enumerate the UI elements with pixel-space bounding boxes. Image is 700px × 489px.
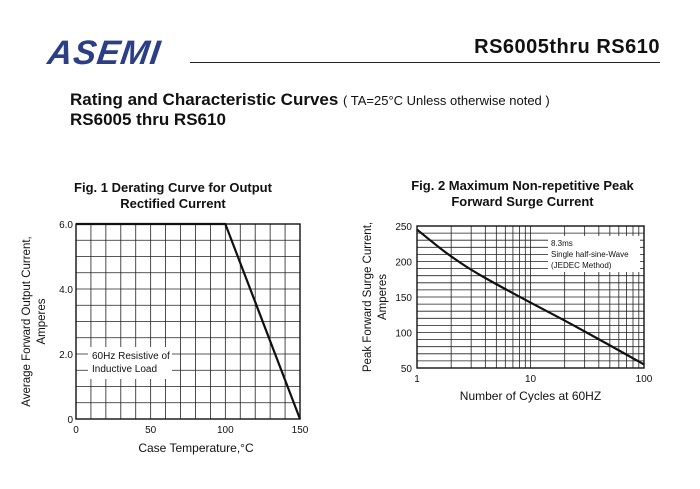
fig1-y-tick-label: 2.0 xyxy=(59,350,73,361)
fig2-series-line xyxy=(416,228,645,366)
fig1-y-tick-label: 4.0 xyxy=(59,285,73,296)
heading-text: Rating and Characteristic Curves xyxy=(70,90,339,109)
fig1-x-tick-label: 100 xyxy=(217,425,234,436)
fig1-x-axis-label: Case Temperature,°C xyxy=(138,441,254,455)
section-heading: Rating and Characteristic Curves ( TA=25… xyxy=(70,90,550,110)
logo-rule xyxy=(190,62,660,63)
fig2-title: Fig. 2 Maximum Non-repetitive Peak Forwa… xyxy=(411,178,634,209)
fig2-plot-frame xyxy=(416,225,645,369)
fig1-x-tick-label: 150 xyxy=(292,425,309,436)
fig2-y-tick-label: 250 xyxy=(395,222,412,233)
fig2-x-tick-label: 10 xyxy=(525,374,537,385)
fig2-x-axis-label: Number of Cycles at 60HZ xyxy=(460,389,601,403)
fig2-y-tick-label: 100 xyxy=(395,329,412,340)
fig1-annotation-bg xyxy=(88,347,172,379)
fig1-title: Fig. 1 Derating Curve for Output Rectifi… xyxy=(74,180,272,211)
fig2-x-tick-label: 100 xyxy=(636,374,653,385)
fig1-y-axis-label: Amperes xyxy=(36,298,48,344)
fig2-y-tick-label: 200 xyxy=(395,258,412,269)
fig2-annotation-line: Single half-sine-Wave xyxy=(551,250,629,259)
fig1-x-tick-label: 0 xyxy=(73,425,79,436)
fig2-x-tick-label: 1 xyxy=(414,374,420,385)
fig2-annotation-line: (JEDEC Method) xyxy=(551,261,612,270)
fig2-y-tick-label: 150 xyxy=(395,293,412,304)
fig2-annotation-bg xyxy=(548,236,640,272)
document-title: RS6005thru RS610 xyxy=(474,36,660,58)
fig1-y-tick-label: 6.0 xyxy=(59,220,73,231)
fig1-y-axis-label: Average Forward Output Current, xyxy=(21,236,33,406)
fig1-x-tick-label: 50 xyxy=(145,425,157,436)
fig2-y-tick-label: 50 xyxy=(401,364,413,375)
fig2-annotation-line: 8.3ms xyxy=(551,239,573,248)
section-subheading: RS6005 thru RS610 xyxy=(70,110,226,129)
fig2-y-axis-label: Peak Forward Surge Current, xyxy=(362,222,374,372)
fig1-annotation-line: Inductive Load xyxy=(92,364,157,375)
heading-condition: ( TA=25°C Unless otherwise noted ) xyxy=(343,93,550,108)
fig1-annotation-line: 60Hz Resistive of xyxy=(92,351,170,362)
fig1-series-line xyxy=(76,222,302,420)
fig1-y-tick-label: 0 xyxy=(67,415,73,426)
fig2-y-axis-label: Amperes xyxy=(377,274,389,320)
